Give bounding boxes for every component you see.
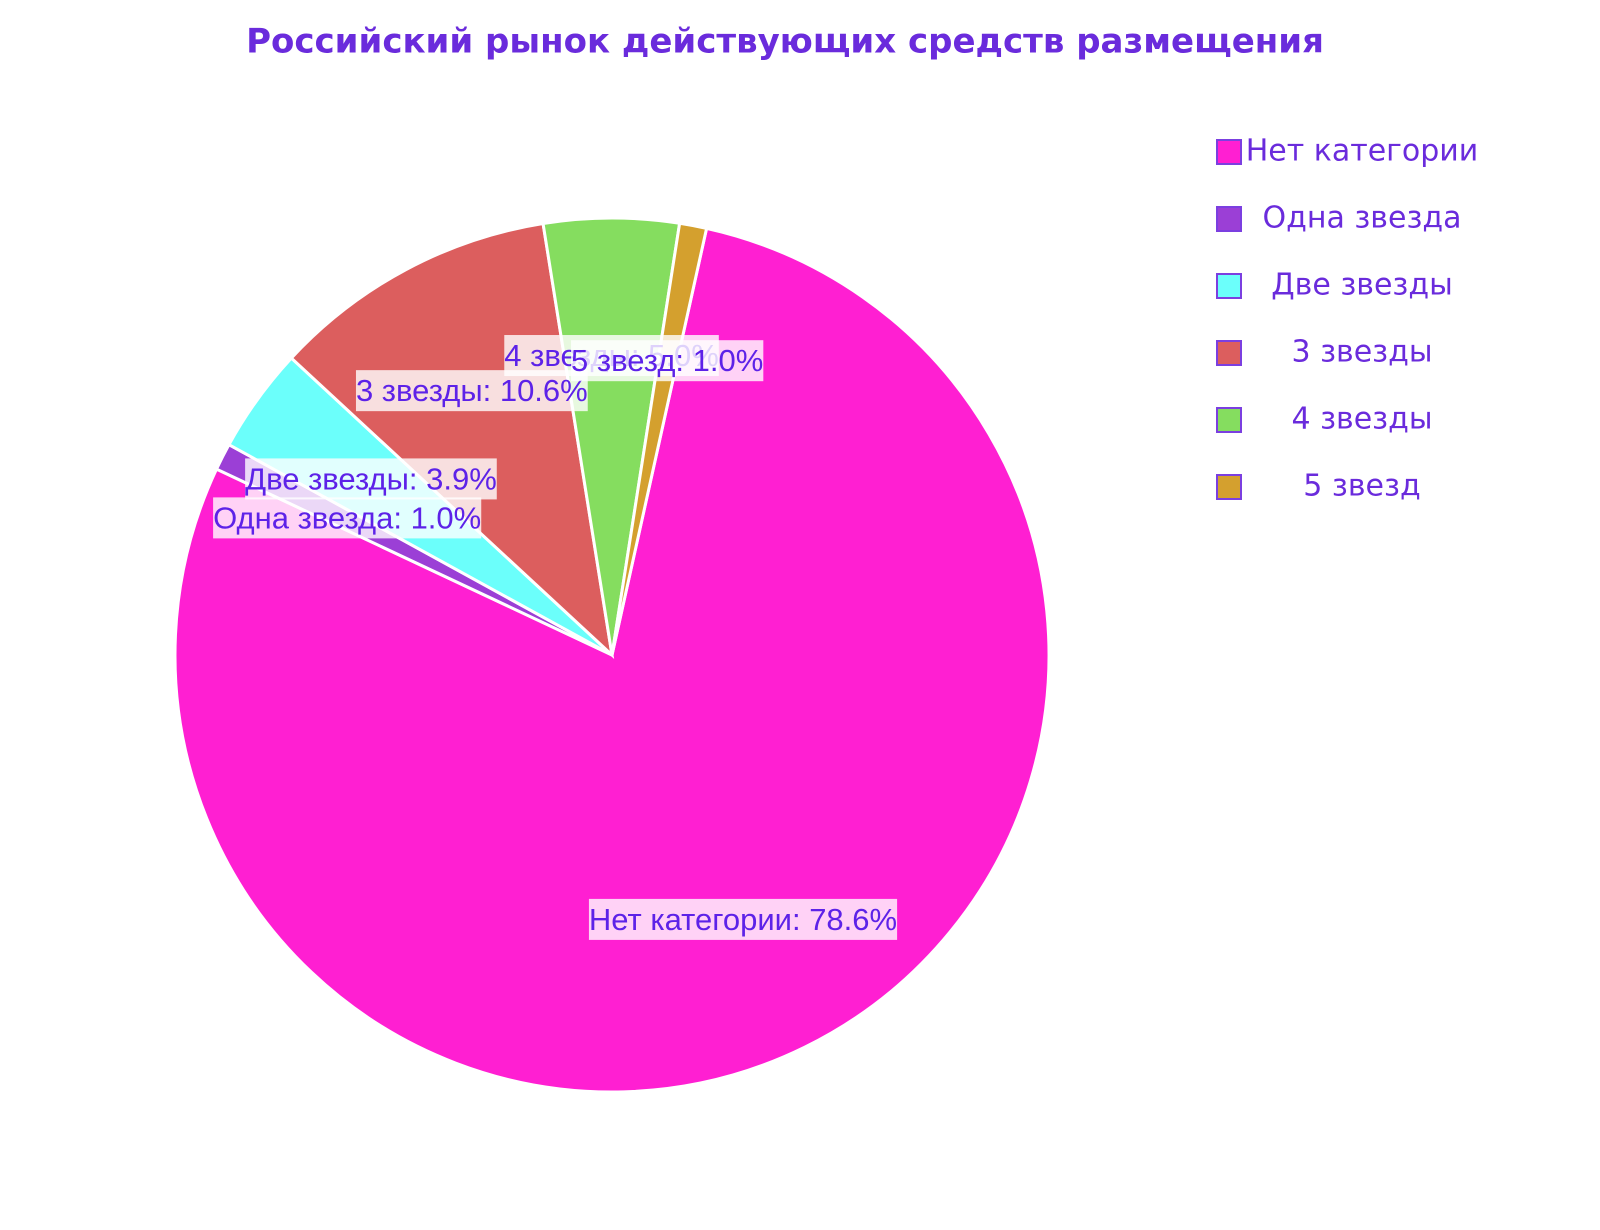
data-label: Нет категории: 78.6% (589, 902, 897, 937)
legend-swatch[interactable] (1216, 273, 1242, 299)
data-label-bg (588, 898, 898, 940)
pie-slice (289, 221, 615, 660)
chart-title: Российский рынок действующих средств раз… (246, 22, 1324, 62)
data-label: 5 звезд: 1.0% (571, 343, 763, 378)
legend-swatch[interactable] (1216, 474, 1242, 500)
pie-slice (173, 226, 1051, 1094)
data-label: Одна звезда: 1.0% (213, 500, 481, 535)
data-labels: Нет категории: 78.6% Одна звезда: 1.0% Две… (213, 335, 898, 940)
data-label-bg (245, 458, 497, 500)
pie-slice (610, 221, 709, 656)
legend-swatch[interactable] (1216, 206, 1242, 232)
legend-label[interactable]: 3 звезды (1291, 335, 1432, 370)
data-label-bg (571, 340, 764, 382)
legend-label[interactable]: 4 звезды (1291, 402, 1432, 437)
legend: Нет категории Одна звезда Две звезды 3 звез… (1216, 134, 1479, 504)
data-label: Две звезды: 3.9% (245, 461, 497, 496)
data-label-bg (213, 497, 482, 539)
legend-label[interactable]: Нет категории (1246, 134, 1479, 169)
data-label-bg (355, 370, 588, 412)
legend-label[interactable]: Две звезды (1271, 268, 1453, 303)
legend-swatch[interactable] (1216, 407, 1242, 433)
legend-label[interactable]: Одна звезда (1262, 201, 1461, 236)
legend-swatch[interactable] (1216, 340, 1242, 366)
data-label: 3 звезды: 10.6% (356, 373, 588, 408)
legend-swatch[interactable] (1216, 139, 1242, 165)
legend-label[interactable]: 5 звезд (1303, 469, 1420, 504)
